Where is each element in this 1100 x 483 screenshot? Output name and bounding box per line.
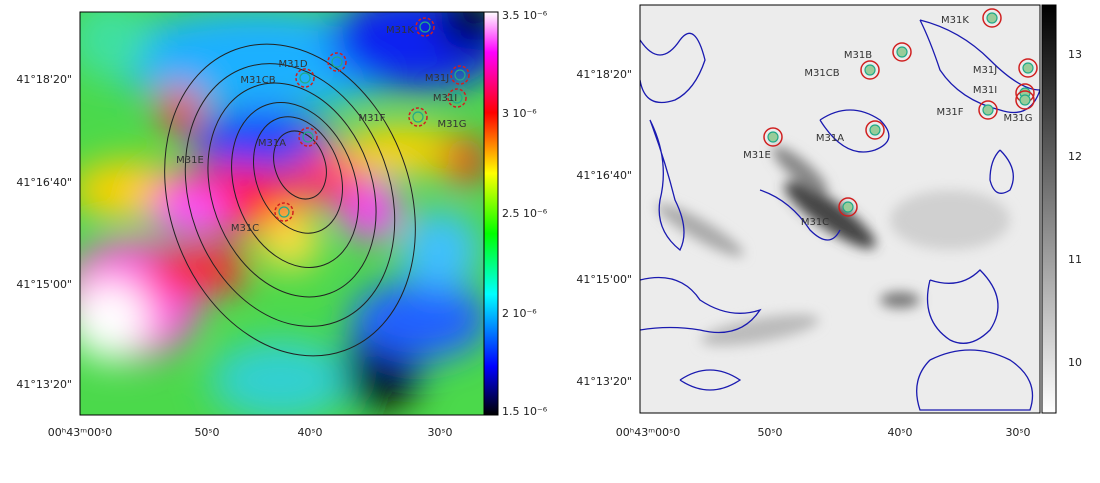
source-label: M31G (1003, 113, 1032, 124)
source-marker (892, 42, 912, 62)
source-label: M31I (433, 93, 457, 104)
source-core (986, 12, 998, 24)
source-core (454, 69, 466, 81)
y-tick-label: 41°15'00" (576, 273, 632, 286)
source-label: M31F (936, 107, 963, 118)
source-label: M31E (743, 150, 771, 161)
source-marker (978, 100, 998, 120)
y-tick-label: 41°16'40" (576, 169, 632, 182)
source-marker (450, 65, 470, 85)
colorbar-label: 3 10⁻⁶ (502, 107, 537, 120)
source-label: M31D (278, 59, 307, 70)
source-marker (1018, 58, 1038, 78)
source-label: M31C (801, 217, 829, 228)
x-tick-label: 50ˢ0 (757, 426, 782, 439)
x-tick-label: 00ʰ43ᵐ00ˢ0 (616, 426, 680, 439)
source-marker (860, 60, 880, 80)
source-label: M31A (258, 138, 286, 149)
colorbar-label: 13 (1068, 48, 1082, 61)
source-label: M31J (425, 73, 449, 84)
gray-map (640, 5, 1040, 413)
frame (639, 4, 1041, 414)
y-tick-label: 41°15'00" (16, 278, 72, 291)
source-core (982, 104, 994, 116)
x-tick-label: 00ʰ43ᵐ00ˢ0 (48, 426, 112, 439)
colorbar-label: 10 (1068, 356, 1082, 369)
x-tick-label: 50ˢ0 (194, 426, 219, 439)
source-marker (298, 127, 318, 147)
heat-map (80, 12, 484, 415)
source-core (302, 131, 314, 143)
source-label: M31CB (240, 75, 275, 86)
source-marker (982, 8, 1002, 28)
source-core (842, 201, 854, 213)
y-tick-label: 41°13'20" (576, 375, 632, 388)
colorbar-label: 2 10⁻⁶ (502, 307, 537, 320)
y-tick-label: 41°16'40" (16, 176, 72, 189)
x-tick-label: 30ˢ0 (1005, 426, 1030, 439)
source-label: M31A (816, 133, 844, 144)
source-label: M31F (358, 113, 385, 124)
colorbar-label: 2.5 10⁻⁶ (502, 207, 548, 220)
y-tick-label: 41°18'20" (576, 68, 632, 81)
source-label: M31B (844, 50, 872, 61)
source-marker (838, 197, 858, 217)
colorbar (483, 11, 499, 416)
colorbar-label: 3.5 10⁻⁶ (502, 9, 548, 22)
source-marker (1015, 90, 1035, 110)
source-core (864, 64, 876, 76)
y-tick-label: 41°13'20" (16, 378, 72, 391)
source-marker (274, 202, 294, 222)
source-core (1022, 62, 1034, 74)
source-marker (763, 127, 783, 147)
source-marker (447, 88, 467, 108)
source-core (896, 46, 908, 58)
source-core (331, 56, 343, 68)
colorbar (1041, 4, 1057, 414)
source-core (869, 124, 881, 136)
source-label: M31E (176, 155, 204, 166)
source-core (299, 72, 311, 84)
source-label: M31J (973, 65, 997, 76)
source-core (767, 131, 779, 143)
source-label: M31I (973, 85, 997, 96)
source-marker (415, 17, 435, 37)
y-tick-label: 41°18'20" (16, 73, 72, 86)
colorbar-label: 11 (1068, 253, 1082, 266)
x-tick-label: 30ˢ0 (427, 426, 452, 439)
x-tick-label: 40ˢ0 (887, 426, 912, 439)
source-marker (408, 107, 428, 127)
source-label: M31CB (804, 68, 839, 79)
source-core (1019, 94, 1031, 106)
source-label: M31K (941, 15, 969, 26)
x-tick-label: 40ˢ0 (297, 426, 322, 439)
source-label: M31C (231, 223, 259, 234)
colorbar-label: 12 (1068, 150, 1082, 163)
source-core (451, 92, 463, 104)
source-marker (327, 52, 347, 72)
source-label: M31K (386, 25, 414, 36)
source-marker (865, 120, 885, 140)
source-core (412, 111, 424, 123)
source-marker (295, 68, 315, 88)
source-label: M31G (437, 119, 466, 130)
source-core (278, 206, 290, 218)
colorbar-label: 1.5 10⁻⁶ (502, 405, 548, 418)
source-core (419, 21, 431, 33)
